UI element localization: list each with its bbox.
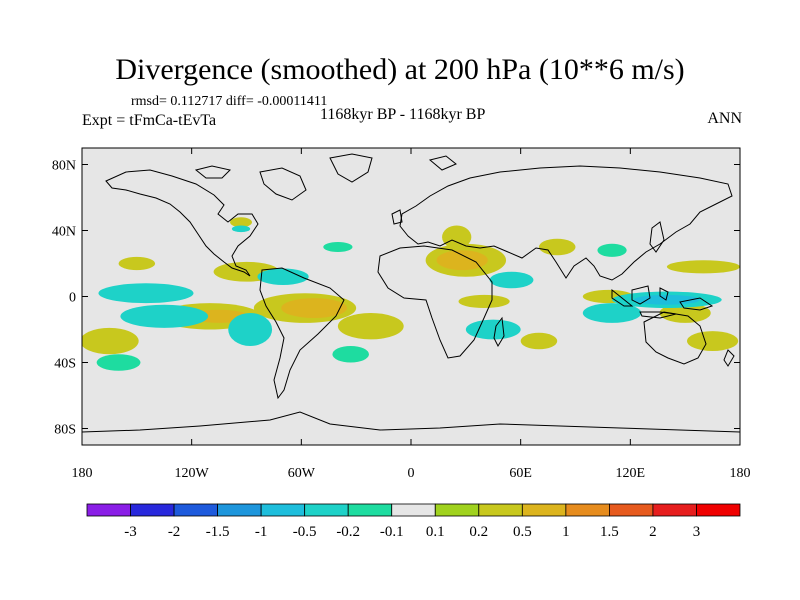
negative-divergence-region-2	[228, 313, 273, 346]
positive-divergence-region-7	[82, 327, 139, 355]
stats-text: rmsd= 0.112717 diff= -0.00011411	[131, 94, 328, 109]
x-tick-label: 120E	[616, 466, 646, 481]
colorbar-swatch	[173, 503, 218, 517]
negative-divergence-region-11	[332, 346, 369, 363]
colorbar-swatch	[565, 503, 610, 517]
season-label: ANN	[707, 110, 742, 127]
chart-title: Divergence (smoothed) at 200 hPa (10**6 …	[115, 53, 685, 86]
positive-divergence-region-17	[118, 256, 156, 271]
colorbar-swatch	[609, 503, 654, 517]
colorbar-label: 1	[562, 524, 570, 540]
negative-divergence-region-8	[582, 303, 642, 323]
colorbar-swatch	[86, 503, 131, 517]
colorbar-swatch	[130, 503, 175, 517]
divergence-field	[82, 217, 740, 371]
colorbar-label: 1.5	[600, 524, 619, 540]
colorbar-label: 0.5	[513, 524, 532, 540]
negative-divergence-region-5	[489, 271, 534, 289]
positive-divergence-region-14	[666, 260, 740, 274]
x-tick-label: 0	[408, 466, 415, 481]
positive-divergence-region-12	[659, 303, 711, 323]
colorbar-swatch	[260, 503, 306, 517]
positive-divergence-region-15	[538, 238, 576, 256]
colorbar-label: -0.2	[336, 524, 360, 540]
positive-divergence-region-16	[520, 332, 558, 350]
colorbar-label: 0.2	[469, 524, 488, 540]
x-tick-label: 120W	[175, 466, 210, 481]
negative-divergence-region-1	[120, 304, 209, 328]
positive-divergence-region-18	[230, 217, 252, 228]
colorbar-swatch	[391, 503, 436, 517]
colorbar-label: -0.5	[293, 524, 317, 540]
axes: 180 120W 60W 0 60E 120E 180 80N 40N 0 40S 80S	[52, 148, 751, 481]
positive-divergence-region-1	[436, 250, 488, 271]
x-tick-label: 180	[72, 466, 93, 481]
colorbar: -3 -2 -1.5 -1 -0.5 -0.2 -0.1 0.1 0.2 0.5 1 1.5 2 3	[86, 503, 741, 540]
colorbar-swatch	[521, 503, 567, 517]
negative-divergence-region-13	[231, 225, 251, 233]
positive-divergence-region-13	[686, 331, 739, 351]
y-tick-label: 40N	[52, 225, 76, 240]
colorbar-label: 0.1	[426, 524, 445, 540]
negative-divergence-region-10	[96, 354, 141, 371]
period-label: 1168kyr BP - 1168kyr BP	[320, 106, 486, 123]
colorbar-label: -3	[124, 524, 137, 540]
colorbar-label: -0.1	[380, 524, 404, 540]
colorbar-label: 2	[649, 524, 657, 540]
negative-divergence-region-4	[465, 319, 521, 340]
colorbar-label: 3	[693, 524, 701, 540]
y-tick-label: 40S	[54, 357, 76, 372]
colorbar-swatch	[652, 503, 697, 517]
x-tick-label: 180	[730, 466, 751, 481]
positive-divergence-region-2	[442, 225, 472, 249]
x-tick-label: 60W	[288, 466, 316, 481]
colorbar-swatch	[304, 503, 349, 517]
colorbar-swatch	[696, 503, 741, 517]
y-tick-label: 80S	[54, 423, 76, 438]
experiment-label: Expt = tFmCa-tEvTa	[82, 112, 217, 129]
colorbar-swatch	[347, 503, 393, 517]
negative-divergence-region-0	[98, 283, 194, 304]
colorbar-label: -2	[168, 524, 181, 540]
positive-divergence-region-4	[281, 298, 348, 318]
colorbar-swatch	[478, 503, 523, 517]
negative-divergence-region-7	[633, 294, 700, 305]
negative-divergence-region-3	[257, 268, 309, 285]
negative-divergence-region-12	[597, 243, 627, 257]
coastlines	[82, 153, 740, 433]
y-tick-label: 0	[69, 291, 76, 306]
positive-divergence-region-9	[337, 313, 404, 340]
colorbar-swatch	[217, 503, 262, 517]
positive-divergence-region-10	[458, 294, 510, 309]
colorbar-label: -1	[255, 524, 268, 540]
negative-divergence-region-9	[323, 242, 353, 252]
colorbar-label: -1.5	[206, 524, 230, 540]
x-tick-label: 60E	[509, 466, 532, 481]
y-tick-label: 80N	[52, 159, 76, 174]
colorbar-swatch	[434, 503, 480, 517]
